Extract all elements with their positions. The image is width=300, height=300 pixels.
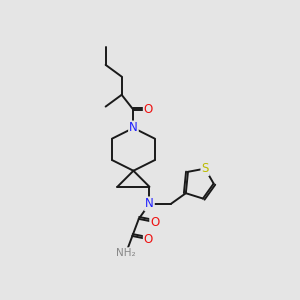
Text: NH₂: NH₂ (116, 248, 136, 258)
Text: N: N (145, 197, 154, 210)
Text: N: N (129, 122, 138, 134)
Text: O: O (144, 103, 153, 116)
Text: O: O (150, 216, 159, 229)
Text: S: S (201, 162, 209, 175)
Text: O: O (144, 233, 153, 246)
